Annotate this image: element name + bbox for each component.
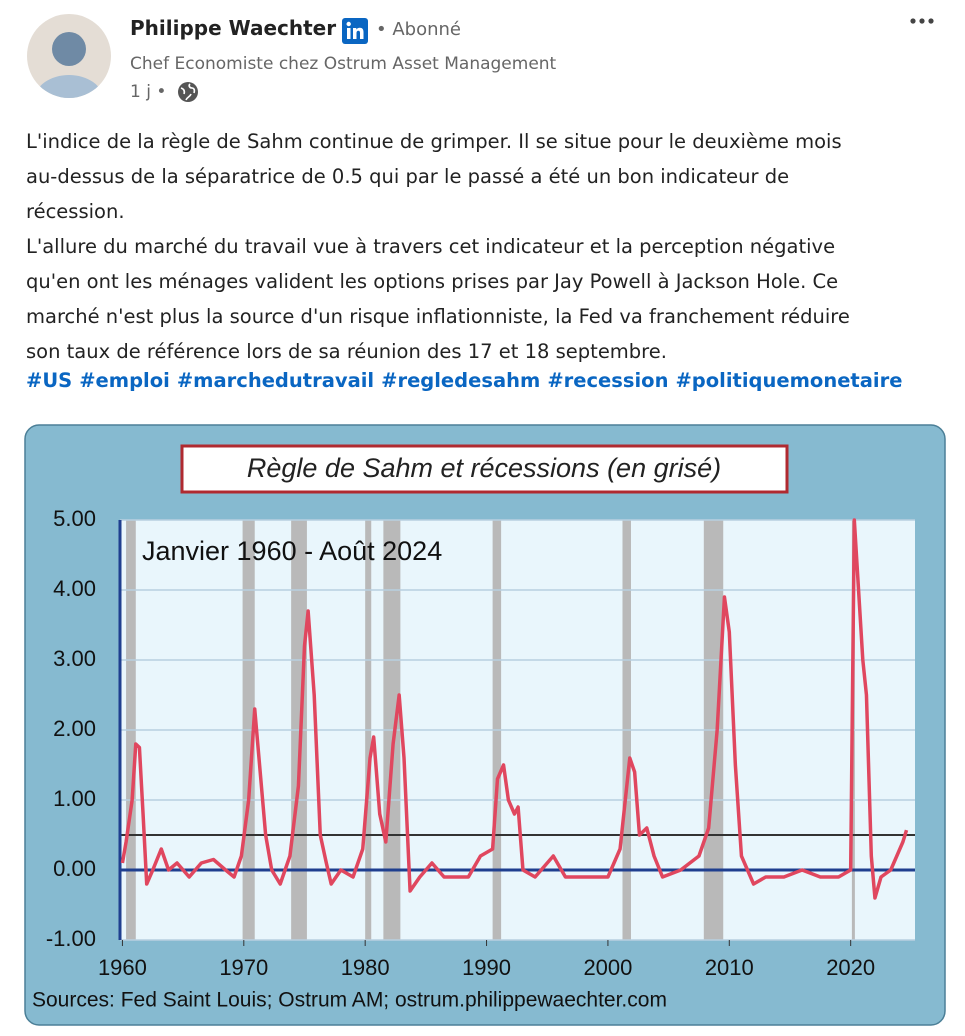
x-tick-label: 2020 <box>826 955 875 980</box>
hashtag[interactable]: #politiquemonetaire <box>675 369 903 392</box>
y-tick-label: 3.00 <box>53 646 96 671</box>
x-tick-label: 1980 <box>341 955 390 980</box>
post-line: son taux de référence lors de sa réunion… <box>26 340 667 363</box>
chart-annotation: Janvier 1960 - Août 2024 <box>142 536 442 566</box>
x-tick-label: 1990 <box>462 955 511 980</box>
chart-source: Sources: Fed Saint Louis; Ostrum AM; ost… <box>32 989 667 1012</box>
post-time: 1 j • <box>130 82 167 102</box>
linkedin-badge <box>342 18 368 44</box>
post-line: L'indice de la règle de Sahm continue de… <box>26 130 842 153</box>
y-tick-label: 0.00 <box>53 856 96 881</box>
x-tick-label: 1970 <box>219 955 268 980</box>
globe-icon <box>178 82 198 102</box>
y-tick-label: 1.00 <box>53 786 96 811</box>
y-tick-label: 4.00 <box>53 576 96 601</box>
x-tick-label: 1960 <box>98 955 147 980</box>
y-tick-label: -1.00 <box>46 926 96 951</box>
author-headline: Chef Economiste chez Ostrum Asset Manage… <box>130 54 557 74</box>
x-tick-label: 2010 <box>705 955 754 980</box>
hashtag[interactable]: #US <box>26 369 73 392</box>
y-tick-label: 5.00 <box>53 506 96 531</box>
post-line: au-dessus de la séparatrice de 0.5 qui p… <box>26 165 790 188</box>
x-tick-label: 2000 <box>583 955 632 980</box>
hashtag[interactable]: #recession <box>547 369 669 392</box>
sahm-line <box>120 518 909 900</box>
title-box <box>180 444 789 494</box>
y-tick-label: 2.00 <box>53 716 96 741</box>
post-text: L'indice de la règle de Sahm continue de… <box>26 124 850 369</box>
post-line: marché n'est plus la source d'un risque … <box>26 305 850 328</box>
more-menu[interactable] <box>908 14 938 28</box>
hashtag[interactable]: #regledesahm <box>381 369 541 392</box>
author-name[interactable]: Philippe Waechter <box>130 16 337 40</box>
post-line: L'allure du marché du travail vue à trav… <box>26 235 836 258</box>
post-line: récession. <box>26 200 125 223</box>
follow-status: • Abonné <box>376 19 461 40</box>
hashtags: #US #emploi #marchedutravail #regledesahm #r… <box>26 369 909 392</box>
chart-title: Règle de Sahm et récessions (en grisé) <box>247 453 721 483</box>
hashtag[interactable]: #emploi <box>79 369 170 392</box>
avatar[interactable] <box>26 13 112 99</box>
hashtag[interactable]: #marchedutravail <box>176 369 375 392</box>
post-line: qu'en ont les ménages valident les optio… <box>26 270 839 293</box>
